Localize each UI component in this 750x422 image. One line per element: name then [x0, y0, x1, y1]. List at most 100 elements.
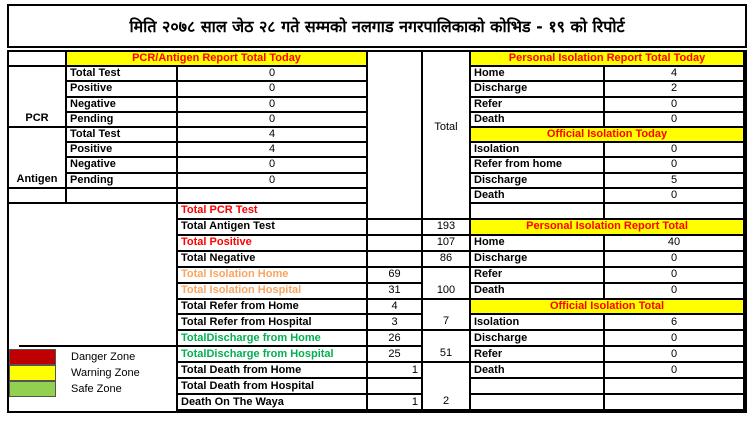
- row-label: Total Test: [67, 67, 178, 83]
- row-value: [368, 204, 423, 220]
- empty-cell: [471, 379, 605, 396]
- row-value: 25: [368, 347, 423, 364]
- row-label: Death: [471, 363, 605, 380]
- upper-section: PCR Antigen PCR/Antigen Report Total Tod…: [9, 52, 745, 204]
- row-value: 4: [605, 67, 745, 83]
- empty-cell: [605, 204, 745, 220]
- row-value: 0: [605, 251, 745, 268]
- official-isolation-today-header: Official Isolation Today: [471, 127, 745, 144]
- row-value: 0: [178, 158, 368, 174]
- safe-zone-label: Safe Zone: [71, 382, 122, 395]
- row-label: Total PCR Test: [178, 204, 368, 220]
- empty-cell: [178, 188, 368, 204]
- row-label: Refer: [471, 97, 605, 113]
- row-value: 107: [423, 235, 471, 252]
- report-title: मिति २०७८ साल जेठ २८ गते सम्मको नलगाड नग…: [129, 17, 625, 36]
- row-value: 3: [368, 315, 423, 332]
- antigen-group-label: Antigen: [9, 127, 67, 189]
- row-value: 0: [178, 112, 368, 128]
- personal-isolation-today-header: Personal Isolation Report Total Today: [471, 52, 745, 68]
- legend-area: Danger Zone Warning Zone Safe Zone: [9, 204, 178, 411]
- row-value: 0: [605, 112, 745, 128]
- row-label: Death: [471, 112, 605, 128]
- row-label: Total Test: [67, 127, 178, 144]
- row-value: 0: [605, 283, 745, 300]
- row-value: 40: [605, 235, 745, 252]
- pcr-group-label: PCR: [9, 67, 67, 128]
- legend-divider: [19, 345, 176, 347]
- official-isolation-total-header: Official Isolation Total: [471, 299, 745, 316]
- danger-zone-label: Danger Zone: [71, 350, 136, 363]
- row-label: Death: [471, 283, 605, 300]
- empty-cell: [9, 188, 67, 204]
- row-label: TotalDischarge from Hospital: [178, 347, 368, 364]
- row-value: 4: [178, 127, 368, 144]
- lower-section: Danger Zone Warning Zone Safe Zone Total…: [9, 204, 745, 411]
- row-value: 0: [178, 67, 368, 83]
- row-value: 0: [605, 97, 745, 113]
- empty-cell: [67, 188, 178, 204]
- row-value: 1: [368, 395, 423, 411]
- row-label: Total Death from Hospital: [178, 379, 368, 396]
- report-table: PCR Antigen PCR/Antigen Report Total Tod…: [7, 50, 747, 413]
- row-label: Isolation: [471, 315, 605, 332]
- row-value: 31: [368, 283, 423, 300]
- safe-zone-swatch: [9, 381, 56, 397]
- row-label: Home: [471, 67, 605, 83]
- row-label: Discharge: [471, 173, 605, 189]
- discharge-total-value: 51: [423, 331, 471, 364]
- row-label: Total Positive: [178, 235, 368, 252]
- row-value: 0: [605, 331, 745, 348]
- empty-cell: [471, 395, 605, 411]
- warning-zone-label: Warning Zone: [71, 366, 140, 379]
- row-value: 193: [423, 219, 471, 236]
- row-label: Total Death from Home: [178, 363, 368, 380]
- row-label: Isolation: [471, 143, 605, 159]
- row-value: [368, 379, 423, 396]
- row-label: Total Refer from Hospital: [178, 315, 368, 332]
- row-label: Positive: [67, 82, 178, 98]
- row-value: 0: [605, 143, 745, 159]
- row-label: Refer: [471, 347, 605, 364]
- row-label: Discharge: [471, 331, 605, 348]
- row-label: Refer from home: [471, 158, 605, 174]
- row-label: TotalDischarge from Home: [178, 331, 368, 348]
- row-value: 0: [178, 82, 368, 98]
- row-label: Total Negative: [178, 251, 368, 268]
- row-value: 0: [605, 347, 745, 364]
- row-value: 0: [605, 363, 745, 380]
- row-value: 0: [605, 267, 745, 284]
- row-value: [368, 219, 423, 236]
- warning-zone-swatch: [9, 365, 56, 381]
- row-label: Total Isolation Home: [178, 267, 368, 284]
- spacer-column: [368, 52, 423, 204]
- row-label: Discharge: [471, 82, 605, 98]
- row-label: Total Antigen Test: [178, 219, 368, 236]
- row-label: Pending: [67, 112, 178, 128]
- refer-total-value: 7: [423, 299, 471, 332]
- row-label: Total Isolation Hospital: [178, 283, 368, 300]
- row-value: [368, 251, 423, 268]
- row-label: Negative: [67, 97, 178, 113]
- row-value: 4: [368, 299, 423, 316]
- row-value: 2: [605, 82, 745, 98]
- row-value: [423, 204, 471, 220]
- empty-cell: [605, 395, 745, 411]
- personal-isolation-total-header: Personal Isolation Report Total: [471, 219, 745, 236]
- row-value: 6: [605, 315, 745, 332]
- row-value: 0: [605, 158, 745, 174]
- empty-cell: [605, 379, 745, 396]
- row-label: Positive: [67, 143, 178, 159]
- row-value: 0: [605, 188, 745, 204]
- danger-zone-swatch: [9, 349, 56, 365]
- row-value: 0: [178, 97, 368, 113]
- row-label: Refer: [471, 267, 605, 284]
- row-value: 69: [368, 267, 423, 284]
- pcr-antigen-today-header: PCR/Antigen Report Total Today: [67, 52, 368, 68]
- row-value: 0: [178, 173, 368, 189]
- death-total-value: 2: [423, 363, 471, 411]
- row-value: 26: [368, 331, 423, 348]
- row-value: 1: [368, 363, 423, 380]
- row-label: Death On The Waya: [178, 395, 368, 411]
